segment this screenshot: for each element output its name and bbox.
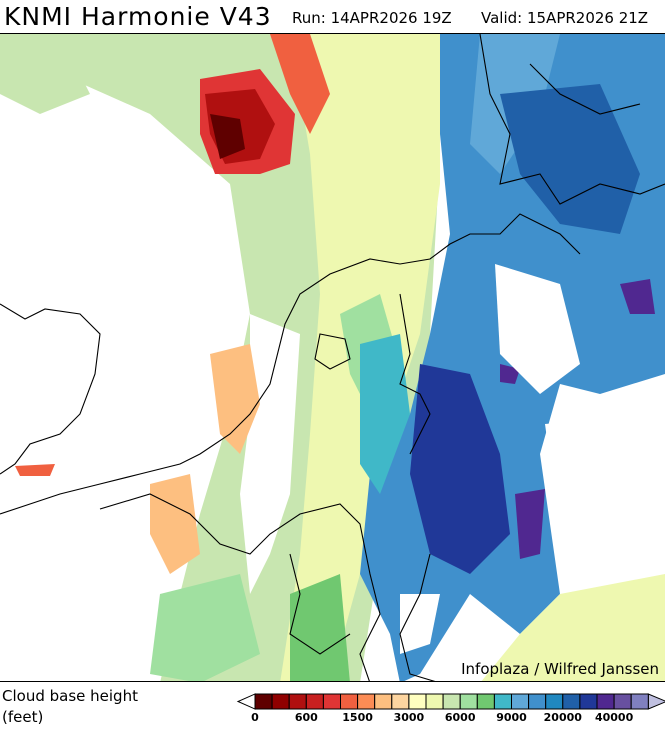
colorbar-swatch (476, 693, 495, 710)
colorbar-tick-label: 0 (251, 711, 259, 724)
colorbar-tick-label: 3000 (394, 711, 425, 724)
field-navy (410, 364, 510, 574)
colorbar-swatch (271, 693, 290, 710)
colorbar-swatch (254, 693, 273, 710)
colorbar-tick-label: 6000 (445, 711, 476, 724)
field-clear-left (0, 134, 230, 681)
run-time: Run: 14APR2026 19Z (292, 9, 452, 27)
colorbar-swatch (545, 693, 564, 710)
cloud-base-map: Infoplaza / Wilfred Janssen (0, 33, 665, 682)
colorbar-swatch (340, 693, 359, 710)
colorbar-over-arrow (647, 693, 665, 710)
colorbar-tick-label: 20000 (544, 711, 583, 724)
header: KNMI Harmonie V43 Run: 14APR2026 19Z Val… (0, 0, 665, 33)
field-clear-right (495, 264, 580, 394)
colorbar-swatch (305, 693, 324, 710)
colorbar-swatch (562, 693, 581, 710)
field-purple (620, 279, 655, 314)
colorbar-swatch (357, 693, 376, 710)
colorbar-swatch (596, 693, 615, 710)
field-light-green (0, 34, 90, 114)
colorbar-tick-label: 1500 (342, 711, 373, 724)
field-teal (360, 334, 410, 494)
field-darkest-red (210, 114, 245, 159)
field-clear-right-2 (545, 414, 665, 594)
colorbar-swatch (459, 693, 478, 710)
field-orange (210, 344, 260, 454)
colorbar-swatch (322, 693, 342, 710)
field-orange-3 (15, 464, 55, 476)
colorbar-swatch (374, 693, 393, 710)
legend-label-line1: Cloud base height (2, 687, 138, 705)
field-orange-2 (150, 474, 200, 574)
field-green-2 (150, 574, 260, 681)
valid-time: Valid: 15APR2026 21Z (481, 9, 649, 27)
colorbar: 0 600 1500 3000 6000 9000 20000 40000 (236, 693, 665, 724)
colorbar-tick-label: 600 (295, 711, 318, 724)
field-red (270, 34, 330, 134)
colorbar-swatch (528, 693, 547, 710)
colorbar-swatch (630, 693, 649, 710)
legend-label: Cloud base height (feet) (2, 686, 138, 728)
colorbar-tick-label: 9000 (496, 711, 527, 724)
legend-label-line2: (feet) (2, 708, 44, 726)
model-title: KNMI Harmonie V43 (4, 2, 272, 31)
colorbar-swatch (408, 693, 427, 710)
credit-text: Infoplaza / Wilfred Janssen (461, 660, 659, 678)
colorbar-swatch (613, 693, 632, 710)
field-purple-2 (515, 489, 545, 559)
colorbar-swatch (511, 693, 530, 710)
colorbar-swatch (493, 693, 512, 710)
field-yellow-br (481, 574, 665, 681)
colorbar-under-arrow (236, 693, 256, 710)
colorbar-swatch (442, 693, 461, 710)
field-green-3 (290, 574, 350, 681)
colorbar-swatch (391, 693, 410, 710)
coastlines (0, 34, 665, 681)
colorbar-swatch (288, 693, 307, 710)
field-clear-bottom-right (400, 594, 440, 654)
map-field (0, 34, 665, 681)
field-deep-blue (500, 84, 640, 234)
colorbar-tick-label: 40000 (595, 711, 634, 724)
colorbar-swatch (425, 693, 444, 710)
colorbar-swatch (579, 693, 598, 710)
